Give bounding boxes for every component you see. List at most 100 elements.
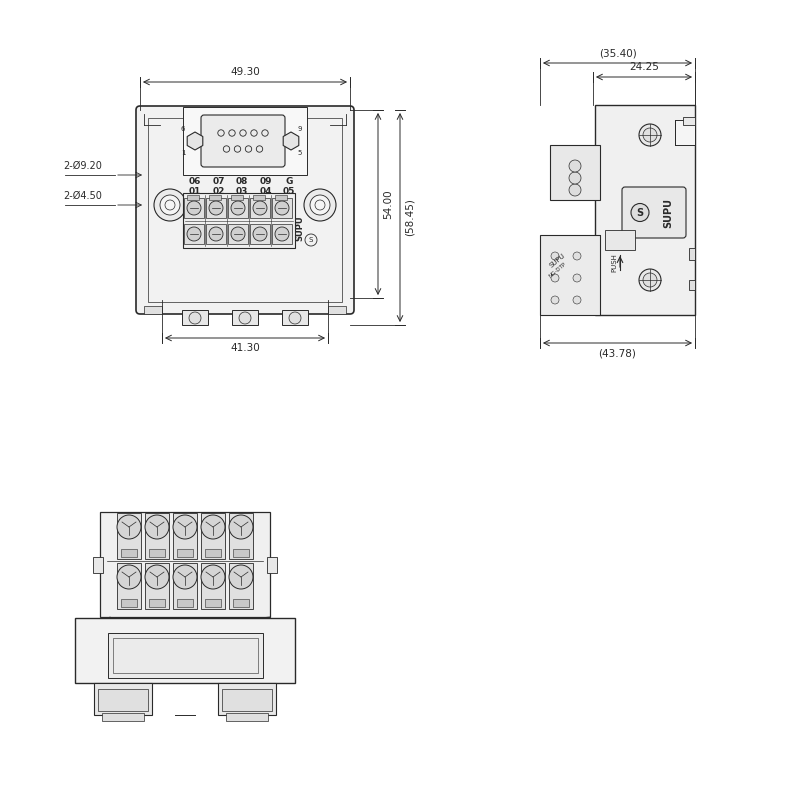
Circle shape <box>631 203 649 222</box>
Bar <box>145 513 169 559</box>
Text: 1: 1 <box>181 150 186 156</box>
Bar <box>229 513 253 559</box>
Text: 9: 9 <box>298 126 302 132</box>
Bar <box>144 306 162 314</box>
FancyBboxPatch shape <box>136 106 354 314</box>
Text: S: S <box>309 237 313 243</box>
Circle shape <box>569 160 581 172</box>
Circle shape <box>573 252 581 260</box>
Bar <box>328 306 346 314</box>
Bar <box>228 198 248 218</box>
Circle shape <box>173 515 197 539</box>
Circle shape <box>573 274 581 282</box>
Circle shape <box>253 201 267 215</box>
Bar <box>149 549 165 557</box>
Bar <box>113 638 258 673</box>
Circle shape <box>154 189 186 221</box>
Polygon shape <box>187 132 202 150</box>
Bar <box>93 557 103 573</box>
Text: 2-Ø4.50: 2-Ø4.50 <box>63 191 102 201</box>
Text: 08: 08 <box>236 178 248 186</box>
Text: 2-Ø9.20: 2-Ø9.20 <box>63 161 102 171</box>
Circle shape <box>569 172 581 184</box>
Text: 06: 06 <box>189 178 201 186</box>
Circle shape <box>209 201 223 215</box>
Circle shape <box>117 515 141 539</box>
Bar <box>232 310 258 325</box>
Circle shape <box>229 565 253 589</box>
Text: 03: 03 <box>236 187 248 197</box>
Circle shape <box>275 201 289 215</box>
Text: SUPU: SUPU <box>663 198 674 227</box>
Circle shape <box>117 565 141 589</box>
Bar <box>149 599 165 607</box>
Bar <box>605 230 635 250</box>
Bar <box>117 513 141 559</box>
Circle shape <box>253 227 267 241</box>
Circle shape <box>310 195 330 215</box>
Bar <box>228 224 248 244</box>
Text: SUPU: SUPU <box>295 215 305 241</box>
Circle shape <box>189 312 201 324</box>
Bar <box>173 513 197 559</box>
Bar <box>100 512 270 617</box>
Text: 02: 02 <box>213 187 225 197</box>
Circle shape <box>643 128 657 142</box>
Text: 04: 04 <box>260 187 272 197</box>
Text: (58.45): (58.45) <box>405 198 415 237</box>
Bar <box>250 198 270 218</box>
Bar <box>267 557 277 573</box>
Bar <box>226 713 268 721</box>
Circle shape <box>639 124 661 146</box>
Circle shape <box>145 515 169 539</box>
Bar <box>201 563 225 609</box>
Bar <box>148 118 342 302</box>
Bar <box>209 195 221 200</box>
Text: S: S <box>637 207 643 218</box>
Polygon shape <box>283 132 298 150</box>
Bar <box>282 310 308 325</box>
Circle shape <box>569 184 581 196</box>
Text: SUPU: SUPU <box>548 252 566 268</box>
Text: 6: 6 <box>181 126 186 132</box>
Bar <box>205 549 221 557</box>
Text: NG-DTP: NG-DTP <box>548 262 567 278</box>
Bar <box>275 195 287 200</box>
FancyBboxPatch shape <box>622 187 686 238</box>
Text: 49.30: 49.30 <box>230 67 260 77</box>
Circle shape <box>573 296 581 304</box>
Bar <box>233 549 249 557</box>
Bar <box>689 280 695 290</box>
Bar <box>187 195 199 200</box>
Text: 07: 07 <box>213 178 226 186</box>
Circle shape <box>145 565 169 589</box>
Bar <box>253 195 265 200</box>
Bar <box>233 599 249 607</box>
Circle shape <box>551 274 559 282</box>
Circle shape <box>201 515 225 539</box>
Circle shape <box>551 296 559 304</box>
Bar <box>184 198 204 218</box>
Bar <box>272 198 292 218</box>
Bar <box>173 563 197 609</box>
Circle shape <box>551 252 559 260</box>
Bar <box>550 145 600 200</box>
Bar <box>75 618 295 683</box>
Bar <box>184 224 204 244</box>
Circle shape <box>187 201 201 215</box>
Bar <box>201 513 225 559</box>
Bar <box>182 310 208 325</box>
Bar <box>183 193 295 248</box>
Bar <box>121 599 137 607</box>
Bar <box>145 563 169 609</box>
Bar <box>107 633 262 678</box>
Circle shape <box>304 189 336 221</box>
Bar <box>675 120 695 145</box>
Bar <box>102 713 144 721</box>
Text: 5: 5 <box>298 150 302 156</box>
Bar <box>222 689 272 711</box>
Bar <box>206 224 226 244</box>
Circle shape <box>173 565 197 589</box>
Circle shape <box>275 227 289 241</box>
Bar <box>117 563 141 609</box>
